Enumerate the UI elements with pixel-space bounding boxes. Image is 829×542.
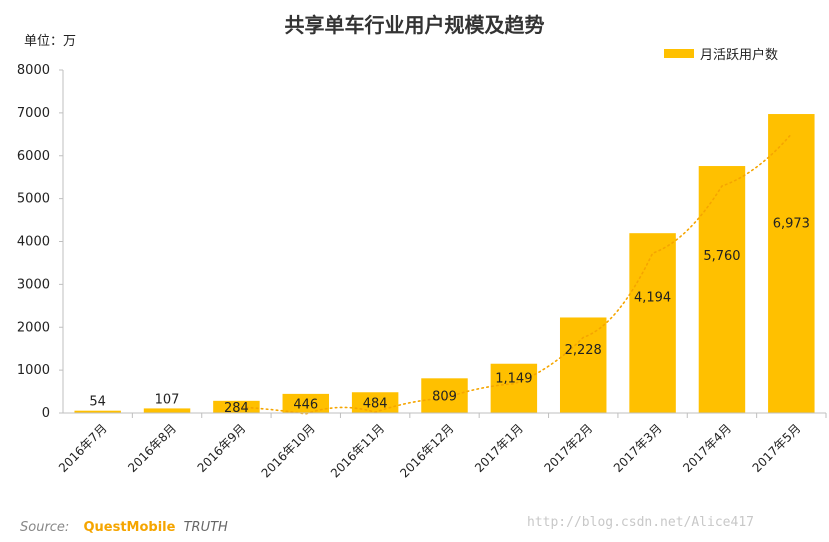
x-tick-label: 2017年3月 — [611, 421, 665, 475]
source-line: Source: QuestMobile TRUTH — [20, 520, 228, 535]
bar-data-label: 4,194 — [634, 291, 671, 306]
y-tick-label: 6000 — [17, 149, 50, 164]
bar — [143, 408, 191, 413]
bar — [629, 233, 676, 413]
bars-group — [74, 114, 815, 413]
bar-data-label: 107 — [155, 392, 180, 407]
chart-title: 共享单车行业用户规模及趋势 — [284, 13, 545, 37]
bar — [698, 166, 746, 413]
bar — [351, 392, 399, 413]
y-tick-label: 1000 — [17, 363, 50, 378]
legend: 月活跃用户数 — [664, 44, 778, 63]
bar — [559, 317, 607, 413]
y-tick-label: 2000 — [17, 320, 50, 335]
x-axis: 2016年7月 2016年8月 2016年9月 2016年10月 2016年11月 201… — [56, 412, 827, 480]
x-tick-label: 2017年4月 — [680, 421, 734, 475]
bar-data-label: 1,149 — [495, 371, 532, 386]
bar-data-label: 5,760 — [703, 249, 740, 264]
source-suffix: TRUTH — [183, 520, 228, 535]
trendline — [235, 133, 793, 415]
chart-plot: 0 1000 2000 3000 4000 5000 6000 7000 8000 54 107 2… — [17, 63, 827, 480]
y-axis: 0 1000 2000 3000 4000 5000 6000 7000 8000 — [17, 63, 64, 421]
x-tick-label: 2017年1月 — [472, 421, 526, 475]
bar — [421, 378, 468, 413]
x-tick-label: 2016年9月 — [195, 421, 249, 475]
bar — [74, 410, 121, 413]
bar-data-label: 2,228 — [565, 343, 602, 358]
x-tick-label: 2017年5月 — [750, 421, 804, 475]
trendline-group — [235, 133, 793, 415]
x-tick-label: 2016年12月 — [397, 421, 456, 480]
y-tick-label: 7000 — [17, 106, 50, 121]
y-tick-label: 0 — [42, 406, 50, 421]
bar — [490, 363, 538, 413]
y-tick-label: 3000 — [17, 277, 50, 292]
source-brand: QuestMobile — [83, 520, 176, 535]
unit-label: 单位：万 — [24, 34, 77, 49]
x-tick-label: 2017年2月 — [541, 421, 595, 475]
bar-data-label: 6,973 — [773, 217, 810, 232]
bar — [768, 114, 815, 413]
bar-data-label: 284 — [224, 401, 249, 416]
data-labels: 54 107 284 446 484 809 1,149 2,228 4,194 5,760 6,9… — [89, 217, 810, 416]
source-label: Source: — [20, 520, 70, 535]
x-tick-label: 2016年7月 — [56, 421, 110, 475]
x-tick-label: 2016年11月 — [328, 421, 387, 480]
bar-data-label: 54 — [89, 395, 106, 410]
bar-data-label: 809 — [432, 390, 457, 405]
y-tick-label: 5000 — [17, 192, 50, 207]
legend-label: 月活跃用户数 — [700, 48, 779, 63]
y-tick-label: 4000 — [17, 235, 50, 250]
bar — [282, 393, 330, 413]
watermark: http://blog.csdn.net/Alice417 — [527, 515, 754, 530]
y-tick-label: 8000 — [17, 63, 50, 78]
bar-data-label: 484 — [363, 397, 388, 412]
x-tick-label: 2016年8月 — [125, 421, 179, 475]
x-tick-label: 2016年10月 — [259, 421, 318, 480]
bar-data-label: 446 — [293, 397, 318, 412]
legend-swatch — [664, 49, 694, 58]
